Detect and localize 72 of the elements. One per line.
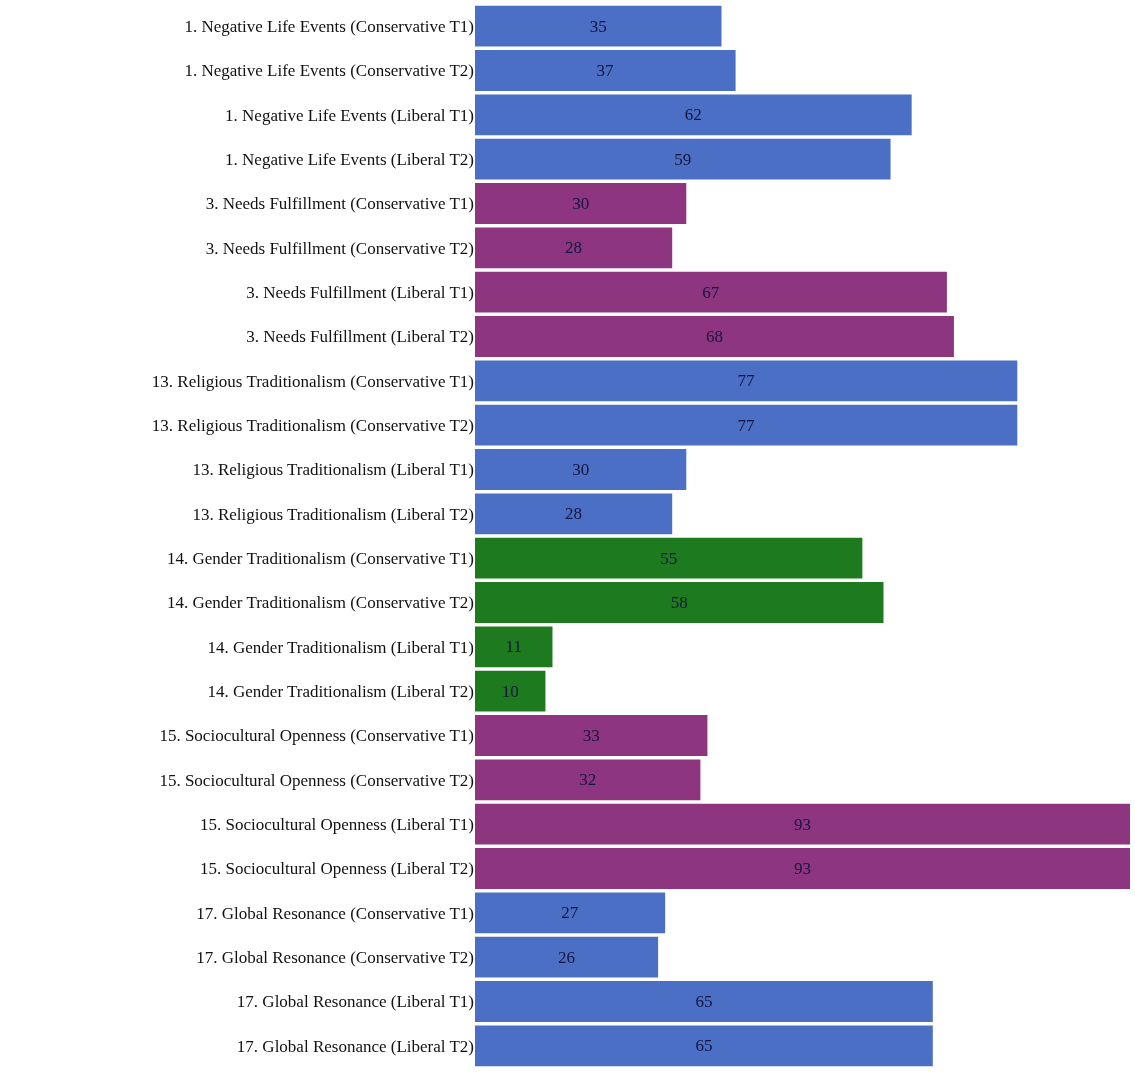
data-label: 65 <box>695 1036 713 1056</box>
y-tick-label: 15. Sociocultural Openness (Liberal T1) <box>200 815 474 835</box>
y-tick-label: 1. Negative Life Events (Liberal T2) <box>225 150 474 170</box>
bar <box>475 715 708 756</box>
bar <box>475 183 687 224</box>
bar <box>475 50 736 91</box>
data-label: 68 <box>705 327 723 346</box>
y-tick-label: 15. Sociocultural Openness (Conservative T2) <box>159 770 474 790</box>
bar <box>475 94 912 136</box>
bar <box>475 582 884 623</box>
y-tick-label: 17. Global Resonance (Conservative T1) <box>196 903 474 923</box>
bar <box>475 227 673 269</box>
data-label: 93 <box>794 814 811 834</box>
data-label: 30 <box>572 194 590 213</box>
bar <box>475 360 1018 402</box>
bar <box>475 449 687 490</box>
data-label: 59 <box>674 149 692 169</box>
bar <box>475 5 722 47</box>
y-tick-label: 14. Gender Traditionalism (Liberal T2) <box>207 682 474 702</box>
y-tick-label: 14. Gender Traditionalism (Liberal T1) <box>207 637 474 657</box>
data-label: 28 <box>565 504 583 524</box>
data-label: 62 <box>684 105 702 125</box>
y-tick-label: 17. Global Resonance (Liberal T2) <box>236 1036 474 1056</box>
y-tick-label: 17. Global Resonance (Conservative T2) <box>196 948 474 968</box>
y-tick-label: 13. Religious Traditionalism (Liberal T2) <box>192 504 474 524</box>
bar <box>475 404 1018 446</box>
data-label: 26 <box>558 947 576 967</box>
y-tick-label: 3. Needs Fulfillment (Conservative T2) <box>205 238 474 258</box>
bar <box>475 493 673 535</box>
data-label: 37 <box>596 61 615 80</box>
bar <box>475 803 1130 845</box>
y-tick-label: 17. Global Resonance (Liberal T1) <box>236 992 474 1012</box>
data-label: 30 <box>572 460 590 479</box>
data-label: 11 <box>505 637 522 657</box>
bar <box>475 138 891 180</box>
data-label: 77 <box>737 371 755 391</box>
bar <box>475 848 1130 889</box>
y-tick-label: 13. Religious Traditionalism (Liberal T1) <box>192 460 474 480</box>
y-tick-label: 14. Gender Traditionalism (Conservative T1) <box>166 549 474 569</box>
data-label: 77 <box>737 415 755 435</box>
data-label: 55 <box>660 548 678 568</box>
y-tick-label: 1. Negative Life Events (Conservative T2) <box>184 61 474 81</box>
y-tick-label: 14. Gender Traditionalism (Conservative T2) <box>166 593 474 613</box>
data-label: 27 <box>561 903 579 923</box>
y-tick-label: 15. Sociocultural Openness (Liberal T2) <box>200 859 474 879</box>
bar <box>475 626 553 668</box>
data-label: 32 <box>579 770 597 790</box>
data-label: 10 <box>501 681 519 701</box>
bar <box>475 981 933 1022</box>
bar <box>475 537 863 579</box>
bar <box>475 759 701 801</box>
data-label: 65 <box>695 992 713 1011</box>
data-label: 67 <box>702 282 720 302</box>
y-tick-label: 3. Needs Fulfillment (Liberal T1) <box>246 283 474 303</box>
bar <box>475 316 954 357</box>
bar <box>475 670 546 712</box>
data-label: 93 <box>794 859 811 878</box>
y-tick-label: 13. Religious Traditionalism (Conservative T2) <box>151 416 474 436</box>
bar <box>475 892 666 934</box>
data-label: 28 <box>565 238 583 258</box>
data-label: 33 <box>582 726 600 745</box>
y-tick-label: 3. Needs Fulfillment (Conservative T1) <box>205 194 474 214</box>
bar <box>475 1025 933 1067</box>
data-label: 35 <box>589 16 607 36</box>
y-tick-label: 3. Needs Fulfillment (Liberal T2) <box>246 327 474 347</box>
bar <box>475 936 659 978</box>
data-label: 58 <box>670 593 688 612</box>
y-tick-label: 13. Religious Traditionalism (Conservative T1) <box>151 371 474 391</box>
y-tick-label: 15. Sociocultural Openness (Conservative T1) <box>159 726 474 746</box>
y-tick-label: 1. Negative Life Events (Conservative T1) <box>184 17 474 37</box>
bar <box>475 271 947 313</box>
y-tick-label: 1. Negative Life Events (Liberal T1) <box>225 105 474 125</box>
